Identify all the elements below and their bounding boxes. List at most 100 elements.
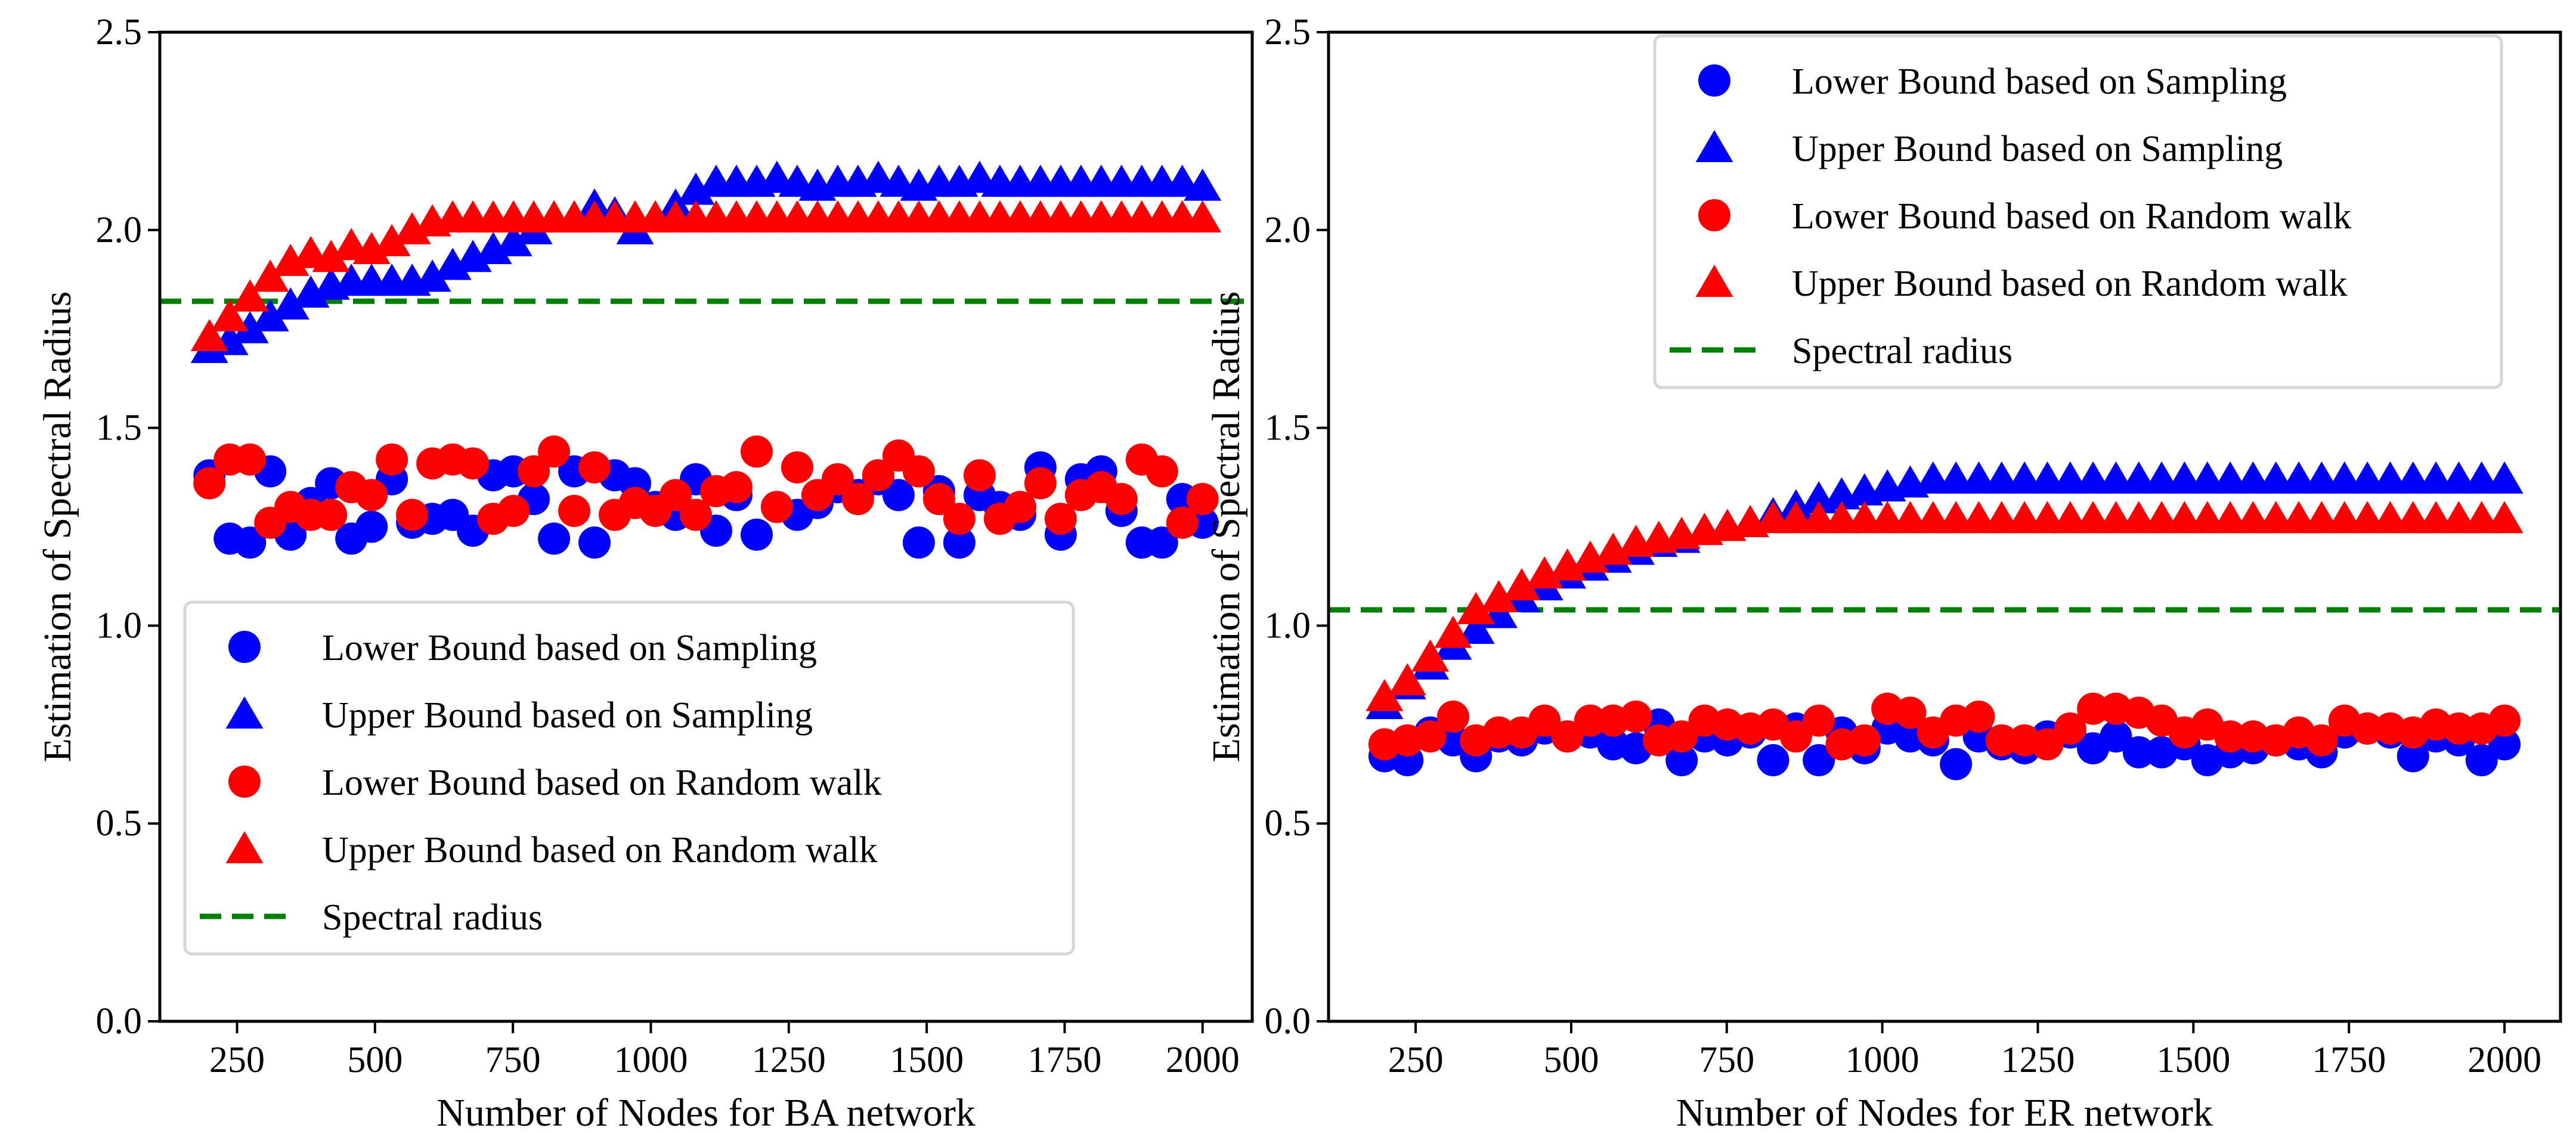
legend-label: Spectral radius <box>322 897 543 938</box>
data-point-circle <box>1574 704 1606 737</box>
y-tick-label: 2.5 <box>1265 12 1311 52</box>
data-point-triangle <box>210 299 249 331</box>
series-3 <box>190 200 1222 351</box>
data-point-circle <box>1044 503 1077 535</box>
legend-label: Upper Bound based on Random walk <box>1792 264 2348 304</box>
data-point-circle <box>2122 736 2155 769</box>
x-tick-label: 2000 <box>2467 1040 2541 1080</box>
data-point-circle <box>760 491 793 523</box>
data-point-circle <box>234 443 267 476</box>
data-point-triangle <box>271 287 309 320</box>
data-point-circle <box>821 463 854 495</box>
data-point-circle <box>2488 704 2521 737</box>
data-point-circle <box>963 459 996 492</box>
y-tick-label: 2.0 <box>96 210 143 250</box>
x-axis-label: Number of Nodes for BA network <box>436 1091 976 1134</box>
data-point-circle <box>497 494 530 527</box>
data-point-circle <box>1940 748 1973 780</box>
data-point-circle <box>902 526 935 559</box>
y-tick-label: 1.0 <box>96 605 143 646</box>
data-point-triangle <box>2485 501 2524 534</box>
data-point-circle <box>355 510 388 543</box>
data-point-circle <box>1145 455 1178 488</box>
legend-label: Spectral radius <box>1792 331 2012 371</box>
data-point-triangle <box>231 279 269 312</box>
legend-circle-icon <box>1698 64 1730 97</box>
data-point-circle <box>1414 720 1447 753</box>
legend-label: Lower Bound based on Random walk <box>1792 196 2351 237</box>
data-point-circle <box>1985 724 2018 757</box>
data-point-triangle <box>231 311 269 343</box>
data-point-circle <box>882 479 915 512</box>
legend-label: Lower Bound based on Sampling <box>322 628 817 668</box>
data-point-circle <box>660 479 692 512</box>
x-axis-label: Number of Nodes for ER network <box>1676 1091 2213 1134</box>
legend: Lower Bound based on Sampling Upper Bound… <box>1653 34 2503 389</box>
data-point-circle <box>720 471 753 504</box>
data-point-triangle <box>1457 591 1495 624</box>
data-point-circle <box>376 443 408 476</box>
x-tick-label: 750 <box>485 1040 541 1080</box>
data-point-triangle <box>2485 461 2524 494</box>
data-point-triangle <box>1480 580 1518 612</box>
data-point-triangle <box>251 299 289 331</box>
data-point-circle <box>2397 740 2429 773</box>
legend-triangle-icon <box>1695 130 1733 162</box>
legend-frame <box>1653 34 2503 389</box>
data-point-triangle <box>1434 615 1472 648</box>
data-point-circle <box>740 518 773 551</box>
data-point-circle <box>1145 526 1178 559</box>
x-tick-label: 1750 <box>1027 1040 1101 1080</box>
ba-network-chart: 250 500 750 1000 1250 1500 1750 2000 0.0 0.5 1.0 1.… <box>36 12 1254 1134</box>
y-tick-label: 2.0 <box>1265 210 1311 250</box>
data-point-circle <box>1528 704 1561 737</box>
data-point-circle <box>943 526 976 559</box>
data-point-circle <box>1848 724 1881 757</box>
y-tick-label: 0.5 <box>96 803 143 844</box>
data-point-circle <box>558 494 591 527</box>
data-point-circle <box>457 447 490 480</box>
y-tick-label: 0.0 <box>96 1001 143 1042</box>
data-point-circle <box>234 526 267 559</box>
x-tick-label: 500 <box>1543 1040 1599 1080</box>
x-tick-label: 1750 <box>2312 1040 2386 1080</box>
y-axis-label: Estimation of Spectral Radius <box>1205 291 1248 762</box>
x-tick-label: 250 <box>1388 1040 1444 1080</box>
data-point-circle <box>1004 491 1036 523</box>
legend-label: Upper Bound based on Sampling <box>322 695 813 736</box>
x-tick-label: 750 <box>1699 1040 1754 1080</box>
data-point-circle <box>1166 506 1199 539</box>
y-tick-label: 2.5 <box>96 12 143 52</box>
data-point-circle <box>2488 728 2521 761</box>
data-point-circle <box>315 498 348 531</box>
x-tick-label: 1500 <box>2156 1040 2230 1080</box>
legend-circle-icon <box>1698 199 1730 231</box>
data-point-triangle <box>1184 168 1222 201</box>
y-tick-label: 0.5 <box>1265 803 1311 844</box>
data-point-circle <box>538 435 571 468</box>
data-point-circle <box>518 455 550 488</box>
data-point-triangle <box>190 318 228 351</box>
data-point-circle <box>1482 716 1515 749</box>
series-2 <box>1368 692 2521 761</box>
data-point-circle <box>2214 720 2247 753</box>
data-point-triangle <box>373 224 411 256</box>
axes-frame <box>1327 30 2562 1023</box>
y-tick-label: 0.0 <box>1265 1001 1311 1042</box>
axes-frame <box>158 30 1254 1023</box>
data-point-circle <box>1803 744 1835 777</box>
data-point-circle <box>1024 467 1057 500</box>
data-point-circle <box>1803 704 1835 737</box>
legend-triangle-icon <box>1695 265 1733 297</box>
legend-triangle-icon <box>225 831 264 863</box>
data-point-circle <box>1962 701 1995 733</box>
legend-label: Upper Bound based on Sampling <box>1792 129 2283 169</box>
data-point-circle <box>841 483 874 516</box>
data-point-circle <box>781 451 813 484</box>
legend-label: Upper Bound based on Random walk <box>322 830 878 870</box>
series-1 <box>1366 461 2524 720</box>
x-tick-label: 500 <box>347 1040 402 1080</box>
data-point-circle <box>1436 701 1469 733</box>
data-point-circle <box>2465 744 2498 777</box>
y-tick-label: 1.0 <box>1265 605 1311 646</box>
